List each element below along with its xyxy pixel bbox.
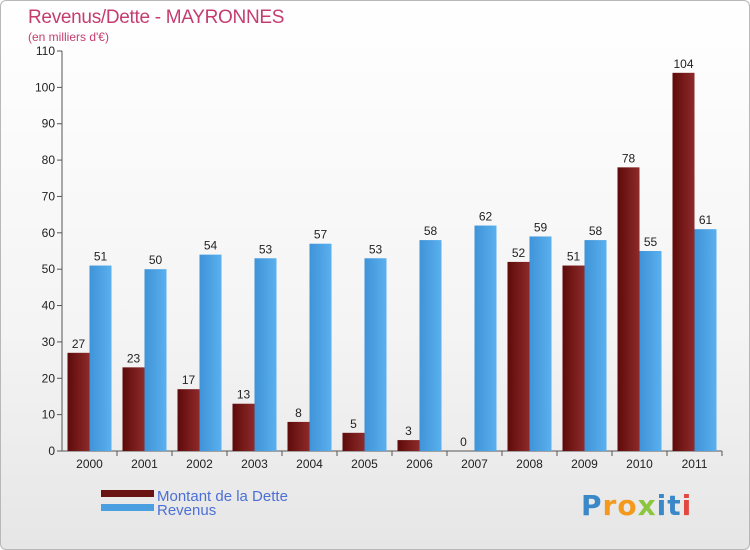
data-label-revenus: 54 bbox=[204, 239, 218, 253]
y-tick-label: 20 bbox=[42, 371, 56, 385]
logo-letter: i bbox=[681, 489, 693, 522]
logo-letter: i bbox=[656, 489, 668, 522]
y-tick-label: 60 bbox=[42, 226, 56, 240]
y-tick-label: 10 bbox=[42, 408, 56, 422]
bar-revenus bbox=[474, 225, 497, 451]
x-tick-label: 2003 bbox=[241, 457, 268, 471]
legend-swatch-debt bbox=[101, 490, 154, 497]
data-label-revenus: 58 bbox=[589, 224, 603, 238]
logo-letter: P bbox=[581, 489, 603, 522]
bar-revenus bbox=[254, 258, 277, 451]
x-tick-label: 2004 bbox=[296, 457, 323, 471]
data-label-revenus: 62 bbox=[479, 210, 493, 224]
x-tick-label: 2010 bbox=[626, 457, 653, 471]
data-label-revenus: 58 bbox=[424, 224, 438, 238]
data-label-revenus: 51 bbox=[94, 250, 108, 264]
data-label-debt: 23 bbox=[127, 351, 141, 365]
bar-revenus bbox=[639, 251, 662, 451]
x-tick-label: 2002 bbox=[186, 457, 213, 471]
logo-letter: t bbox=[667, 489, 682, 522]
y-tick-label: 30 bbox=[42, 335, 56, 349]
y-tick-label: 70 bbox=[42, 189, 56, 203]
data-label-revenus: 53 bbox=[259, 242, 273, 256]
data-label-revenus: 59 bbox=[534, 220, 548, 234]
bar-debt bbox=[342, 432, 365, 451]
bars: 27 51 23 50 17 54 13 53 8 57 5 53 3 58 0 62 52 59 51 58 78 55… bbox=[67, 57, 717, 452]
bar-revenus bbox=[89, 265, 112, 451]
x-tick-label: 2000 bbox=[76, 457, 103, 471]
logo-letter: o bbox=[617, 489, 638, 522]
data-label-debt: 8 bbox=[295, 406, 302, 420]
bar-debt bbox=[287, 421, 310, 451]
data-label-debt: 52 bbox=[512, 246, 526, 260]
data-label-debt: 3 bbox=[405, 424, 412, 438]
bar-debt bbox=[67, 352, 90, 451]
proxiti-logo: Proxiti bbox=[581, 489, 692, 522]
x-tick-label: 2008 bbox=[516, 457, 543, 471]
bar-revenus bbox=[584, 240, 607, 451]
y-tick-label: 90 bbox=[42, 117, 56, 131]
legend-label-debt: Montant de la Dette bbox=[157, 488, 288, 505]
legend: Montant de la Dette Revenus bbox=[101, 488, 288, 519]
bar-debt bbox=[672, 72, 695, 452]
logo-letter: r bbox=[602, 489, 618, 522]
bar-debt bbox=[232, 403, 255, 451]
x-tick-label: 2006 bbox=[406, 457, 433, 471]
bar-debt bbox=[507, 261, 530, 451]
x-tick-label: 2001 bbox=[131, 457, 158, 471]
bar-debt bbox=[617, 167, 640, 451]
data-label-revenus: 57 bbox=[314, 228, 328, 242]
data-label-revenus: 55 bbox=[644, 235, 658, 249]
data-label-debt: 27 bbox=[72, 337, 86, 351]
y-tick-label: 80 bbox=[42, 153, 56, 167]
bar-revenus bbox=[419, 240, 442, 451]
bar-debt bbox=[177, 389, 200, 451]
bar-debt bbox=[397, 440, 420, 451]
data-label-debt: 5 bbox=[350, 417, 357, 431]
x-tick-label: 2011 bbox=[682, 457, 708, 471]
x-tick-label: 2007 bbox=[461, 457, 488, 471]
data-label-debt: 78 bbox=[622, 151, 636, 165]
bar-debt bbox=[122, 367, 145, 451]
y-tick-label: 50 bbox=[42, 262, 56, 276]
bar-revenus bbox=[199, 254, 222, 451]
x-tick-label: 2009 bbox=[571, 457, 598, 471]
data-label-revenus: 61 bbox=[699, 213, 713, 227]
y-tick-label: 40 bbox=[42, 299, 56, 313]
bar-revenus bbox=[364, 258, 387, 451]
bar-revenus bbox=[144, 269, 167, 451]
chart-subtitle: (en milliers d'€) bbox=[28, 30, 109, 44]
bar-revenus bbox=[309, 243, 332, 451]
data-label-revenus: 50 bbox=[149, 253, 163, 267]
data-label-debt: 51 bbox=[567, 250, 581, 264]
y-tick-label: 110 bbox=[36, 44, 55, 58]
data-label-debt: 104 bbox=[673, 57, 693, 71]
data-label-revenus: 53 bbox=[369, 242, 383, 256]
data-label-debt: 0 bbox=[460, 435, 467, 449]
bar-revenus bbox=[529, 236, 552, 451]
chart-title: Revenus/Dette - MAYRONNES bbox=[28, 7, 285, 28]
y-tick-label: 0 bbox=[48, 444, 55, 458]
y-tick-label: 100 bbox=[35, 80, 55, 94]
data-label-debt: 13 bbox=[237, 388, 251, 402]
x-tick-label: 2005 bbox=[351, 457, 378, 471]
logo-letter: x bbox=[637, 489, 657, 522]
data-label-debt: 17 bbox=[182, 373, 196, 387]
legend-label-revenus: Revenus bbox=[157, 502, 216, 519]
bar-revenus bbox=[694, 229, 717, 451]
legend-swatch-revenus bbox=[101, 504, 154, 511]
bar-debt bbox=[562, 265, 585, 451]
